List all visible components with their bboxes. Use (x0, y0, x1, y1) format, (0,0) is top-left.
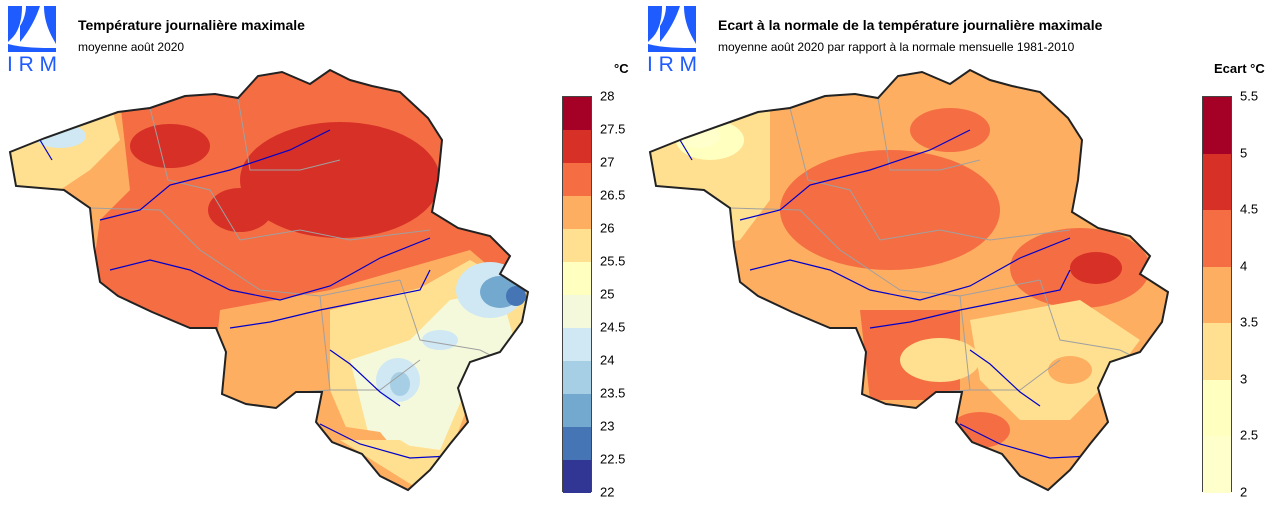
legend-tick-label: 4.5 (1240, 201, 1259, 217)
legend-tick-label: 2 (1240, 484, 1248, 500)
legend-tick-label: 3.5 (1240, 314, 1259, 330)
legend-color-step (563, 427, 591, 460)
legend-color-step (563, 394, 591, 427)
belgium-anomaly-map (648, 68, 1170, 492)
legend-tick-label: 27.5 (600, 121, 626, 137)
map-title: Température journalière maximale (78, 17, 305, 33)
irm-logo: IRM (647, 6, 697, 74)
legend-color-step (563, 196, 591, 229)
legend-color-step (1203, 323, 1231, 380)
legend-tick-label: 24.5 (600, 319, 626, 335)
legend-tick-label: 22 (600, 484, 615, 500)
legend-tick-label: 28 (600, 88, 615, 104)
map-panel-max-temperature: IRM Température journalière maximale moy… (7, 6, 640, 500)
legend-color-step (1203, 379, 1231, 437)
legend-tick-label: 25.5 (600, 253, 626, 269)
logo-text: IRM (7, 53, 57, 74)
legend-tick-label: 5.5 (1240, 88, 1259, 104)
legend-color-step (563, 328, 591, 361)
map-title: Ecart à la normale de la température jou… (718, 17, 1103, 33)
logo-text: IRM (647, 53, 697, 74)
color-legend (562, 96, 592, 493)
color-legend (1202, 96, 1232, 493)
legend-color-step (1203, 436, 1231, 493)
legend-color-step (1203, 210, 1231, 267)
legend-color-step (1203, 153, 1231, 211)
legend-tick-label: 27 (600, 154, 615, 170)
map-panel-temperature-anomaly: IRM Ecart à la normale de la température… (640, 0, 1280, 507)
legend-color-step (563, 163, 591, 196)
map-subtitle: moyenne août 2020 (78, 40, 185, 54)
legend-tick-label: 5 (1240, 145, 1248, 161)
legend-tick-labels: 28 27.5 27 26.5 26 25.5 25 24.5 24 23.5 23 22.5 22 (600, 89, 640, 500)
legend-color-step (563, 130, 591, 163)
legend-tick-label: 4 (1240, 258, 1248, 274)
legend-unit: °C (614, 61, 629, 76)
legend-tick-label: 24 (600, 352, 615, 368)
legend-color-step (563, 97, 591, 130)
legend-tick-label: 2.5 (1240, 427, 1259, 443)
legend-color-step (1203, 266, 1231, 324)
legend-tick-label: 26.5 (600, 187, 626, 203)
legend-unit: Ecart °C (1214, 61, 1265, 76)
legend-color-step (563, 229, 591, 262)
legend-tick-label: 23.5 (600, 385, 626, 401)
legend-color-step (563, 262, 591, 295)
legend-tick-labels: 5.5 5 4.5 4 3.5 3 2.5 2 (1240, 89, 1280, 500)
map-subtitle: moyenne août 2020 par rapport à la norma… (718, 40, 1075, 54)
belgium-temperature-map (8, 68, 530, 492)
legend-tick-label: 23 (600, 418, 615, 434)
legend-color-step (563, 460, 591, 493)
legend-tick-label: 22.5 (600, 451, 626, 467)
legend-tick-label: 3 (1240, 371, 1248, 387)
legend-tick-label: 26 (600, 220, 615, 236)
legend-color-step (563, 295, 591, 328)
irm-logo: IRM (7, 6, 57, 74)
legend-color-step (1203, 97, 1231, 154)
legend-tick-label: 25 (600, 286, 615, 302)
legend-color-step (563, 361, 591, 394)
